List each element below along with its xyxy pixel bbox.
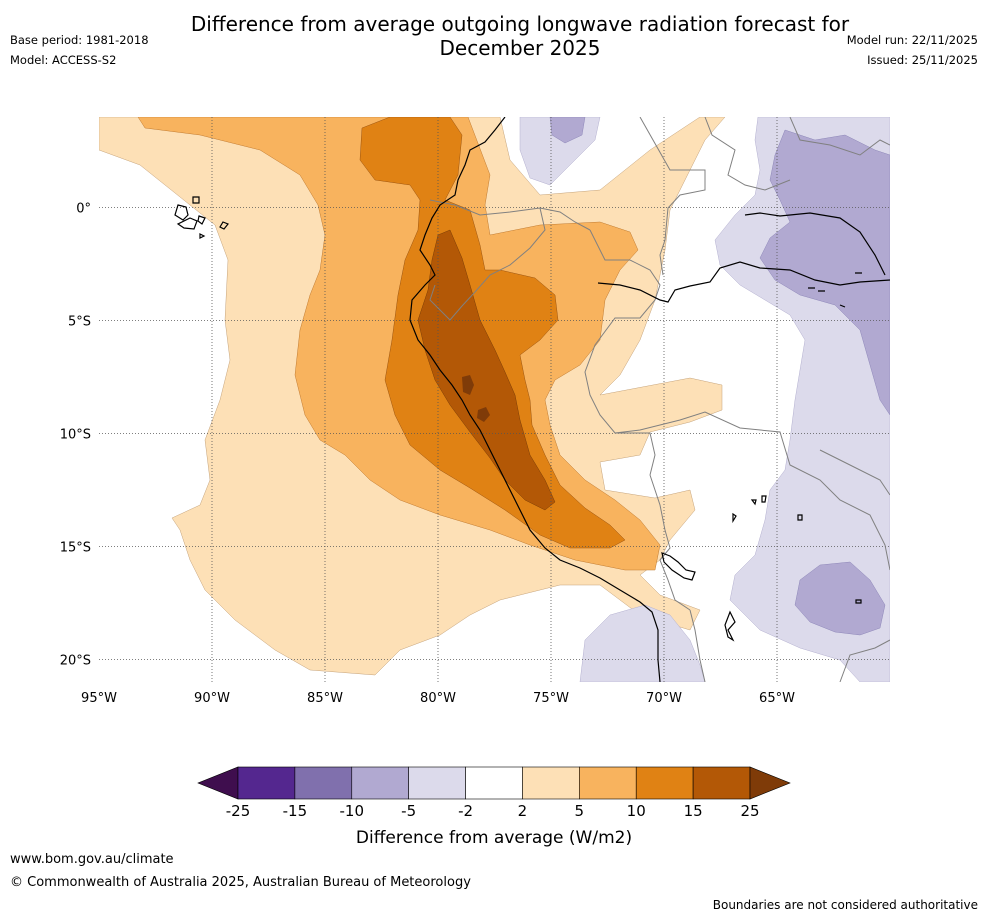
latitude-tick-label: 10°S <box>60 427 91 442</box>
longitude-tick-label: 65°W <box>759 691 795 706</box>
lake-poopo-salars <box>724 610 736 642</box>
border-brazil-east <box>819 449 890 496</box>
negro-river <box>744 212 886 276</box>
anomaly-15-25-region <box>417 229 556 511</box>
base-period-text: Base period: 1981-2018 <box>10 33 149 47</box>
website-link[interactable]: www.bom.gov.au/climate <box>10 852 174 867</box>
model-run-text: Model run: 22/11/2025 <box>846 33 978 47</box>
longitude-tick-label: 80°W <box>420 691 456 706</box>
latitude-tick-label: 5°S <box>68 314 91 329</box>
colorbar-tick-label: 5 <box>575 802 585 820</box>
meta-right: Model run: 22/11/2025 Issued: 25/11/2025 <box>847 30 978 70</box>
colorbar-segment <box>692 766 751 800</box>
pacific-coastline <box>409 117 661 682</box>
border-colombia-venezuela <box>639 117 706 276</box>
longitude-tick-label: 85°W <box>307 691 343 706</box>
anomaly-above-25-spot-b <box>477 407 490 422</box>
galapagos-islands <box>174 196 229 239</box>
latitude-tick-labels: 0° 5°S 10°S 15°S 20°S <box>60 201 91 668</box>
colorbar-segment <box>408 766 466 800</box>
border-bolivia-north <box>614 411 890 571</box>
anomaly-neg5-neg10-southeast <box>794 561 886 636</box>
border-peru-brazil <box>584 229 661 476</box>
gridlines <box>99 117 890 682</box>
longitude-tick-labels: 95°W 90°W 85°W 80°W 75°W 70°W 65°W <box>81 691 795 706</box>
border-argentina <box>839 639 890 682</box>
anomaly-neg5-neg10-east <box>759 129 890 416</box>
colorbar: -25 -15 -10 -5 -2 2 5 10 15 25 <box>197 766 791 820</box>
model-text: Model: ACCESS-S2 <box>10 53 117 67</box>
country-boundaries <box>429 117 890 682</box>
colorbar-min-extend <box>197 766 239 800</box>
longitude-tick-label: 95°W <box>81 691 117 706</box>
longitude-tick-label: 70°W <box>646 691 682 706</box>
anomaly-neg5-neg10-north <box>549 117 586 144</box>
longitude-tick-label: 75°W <box>533 691 569 706</box>
anomaly-10-15-region <box>359 117 626 549</box>
colorbar-tick-label: 25 <box>740 802 759 820</box>
small-lakes-east <box>732 495 862 604</box>
colorbar-segment <box>579 766 637 800</box>
anomaly-above-25-spot-a <box>462 375 474 395</box>
colorbar-segment <box>522 766 580 800</box>
colorbar-max-extend <box>749 766 791 800</box>
anomaly-fields <box>99 117 890 682</box>
anomaly-neg2-neg5-south <box>579 604 706 682</box>
border-guianas <box>789 117 890 156</box>
amazon-tributary-marks <box>808 272 862 308</box>
colorbar-segment <box>635 766 694 800</box>
issued-text: Issued: 25/11/2025 <box>867 53 978 67</box>
amazon-river <box>597 261 890 303</box>
colorbar-tick-label: 2 <box>518 802 528 820</box>
colorbar-segment <box>351 766 409 800</box>
border-venezuela-brazil <box>704 117 791 191</box>
colorbar-tick-label: -25 <box>226 802 251 820</box>
copyright-text: © Commonwealth of Australia 2025, Austra… <box>10 875 471 890</box>
latitude-tick-label: 0° <box>76 201 91 216</box>
longitude-tick-label: 90°W <box>194 691 230 706</box>
colorbar-segment <box>465 766 523 800</box>
colorbar-tick-label: -10 <box>340 802 365 820</box>
border-bolivia-south <box>689 609 706 682</box>
latitude-tick-label: 15°S <box>60 540 91 555</box>
colorbar-title: Difference from average (W/m2) <box>356 828 632 848</box>
meta-left: Base period: 1981-2018 Model: ACCESS-S2 <box>10 30 149 70</box>
colorbar-tick-label: 10 <box>627 802 646 820</box>
chart-title: Difference from average outgoing longwav… <box>190 12 850 60</box>
colorbar-segment <box>237 766 296 800</box>
colorbar-tick-label: 15 <box>684 802 703 820</box>
lake-titicaca <box>661 552 696 581</box>
colorbar-segment <box>294 766 353 800</box>
border-colombia-peru <box>429 207 546 321</box>
colorbar-tick-label: -15 <box>283 802 308 820</box>
colorbar-tick-label: -2 <box>458 802 473 820</box>
disclaimer-text: Boundaries are not considered authoritat… <box>712 898 978 912</box>
latitude-tick-label: 20°S <box>60 653 91 668</box>
coastlines <box>174 117 890 682</box>
colorbar-tick-label: -5 <box>401 802 416 820</box>
border-colombia-ecuador <box>429 199 591 231</box>
